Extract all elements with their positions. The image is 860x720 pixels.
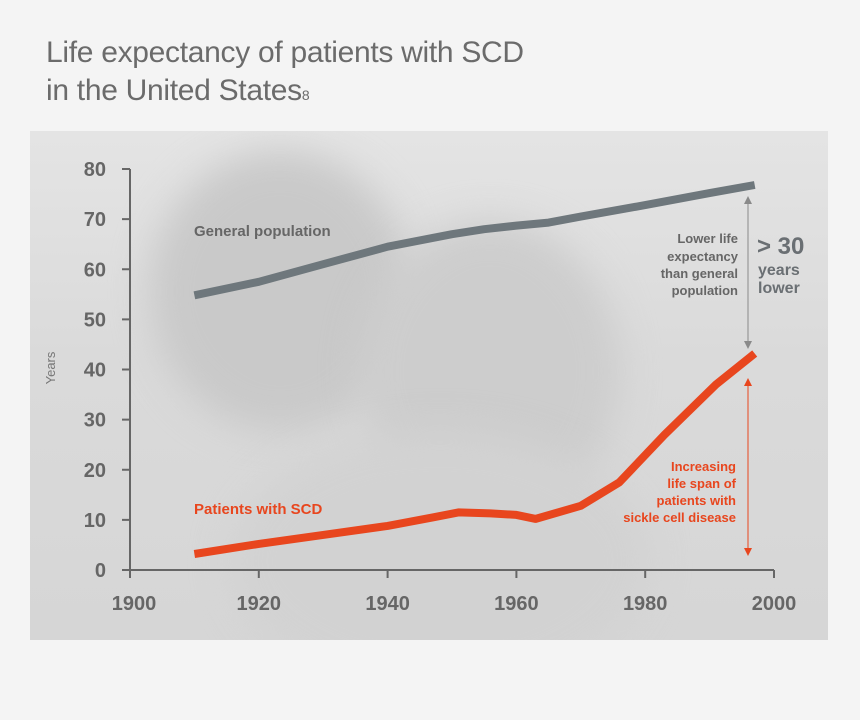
lifespan-text-4: sickle cell disease (623, 510, 736, 525)
series-line-general-population (193, 181, 756, 300)
lifespan-text-1: Increasing (671, 459, 736, 474)
axes: 0 10 20 30 40 50 60 70 80 1900 1920 1940 1960 1980 200… (84, 159, 797, 615)
x-tick-label: 1900 (112, 593, 157, 615)
chart-panel (30, 131, 828, 640)
x-tick-label: 1980 (623, 593, 668, 615)
x-tick-label: 1940 (365, 593, 410, 615)
gap-text-1: Lower life (677, 231, 738, 246)
gap-text-2: expectancy (667, 249, 739, 264)
gap-arrow-up-icon (744, 196, 752, 204)
gap-arrow-down-icon (744, 341, 752, 349)
x-tick-label: 1920 (237, 593, 282, 615)
lifespan-text-3: patients with (657, 493, 737, 508)
x-tick-label: 2000 (752, 593, 797, 615)
gap-big-sub-2: lower (758, 280, 800, 297)
title-footnote-ref: 8 (301, 87, 310, 103)
y-tick-label: 40 (84, 360, 106, 382)
gap-annotation: Lower life expectancy than general popul… (661, 196, 804, 349)
lifespan-arrow-down-icon (744, 548, 752, 556)
y-tick-label: 80 (84, 159, 106, 181)
y-tick-label: 50 (84, 309, 106, 331)
series-label-general: General population (194, 223, 331, 240)
title-line-2-text: in the United States (46, 74, 302, 107)
series-line-patients-scd (193, 350, 758, 558)
x-tick-label: 1960 (494, 593, 539, 615)
y-tick-label: 60 (84, 259, 106, 281)
lifespan-annotation: Increasing life span of patients with si… (623, 378, 752, 556)
title-line-1: Life expectancy of patients with SCD (46, 36, 524, 69)
y-tick-label: 20 (84, 460, 106, 482)
gap-text-3: than general (661, 266, 738, 281)
gap-big-sub-1: years (758, 262, 800, 279)
y-tick-label: 30 (84, 410, 106, 432)
lifespan-text-2: life span of (667, 476, 736, 491)
y-tick-label: 0 (95, 560, 106, 582)
title-line-2: in the United States8 (46, 72, 524, 110)
gap-big-value: > 30 (757, 233, 804, 260)
gap-text-4: population (672, 283, 738, 298)
y-tick-label: 70 (84, 209, 106, 231)
series-layer (193, 181, 758, 558)
chart-title: Life expectancy of patients with SCD in … (46, 34, 524, 110)
series-label-scd: Patients with SCD (194, 501, 323, 518)
lifespan-arrow-up-icon (744, 378, 752, 386)
y-tick-label: 10 (84, 510, 106, 532)
y-axis-label: Years (43, 351, 58, 384)
